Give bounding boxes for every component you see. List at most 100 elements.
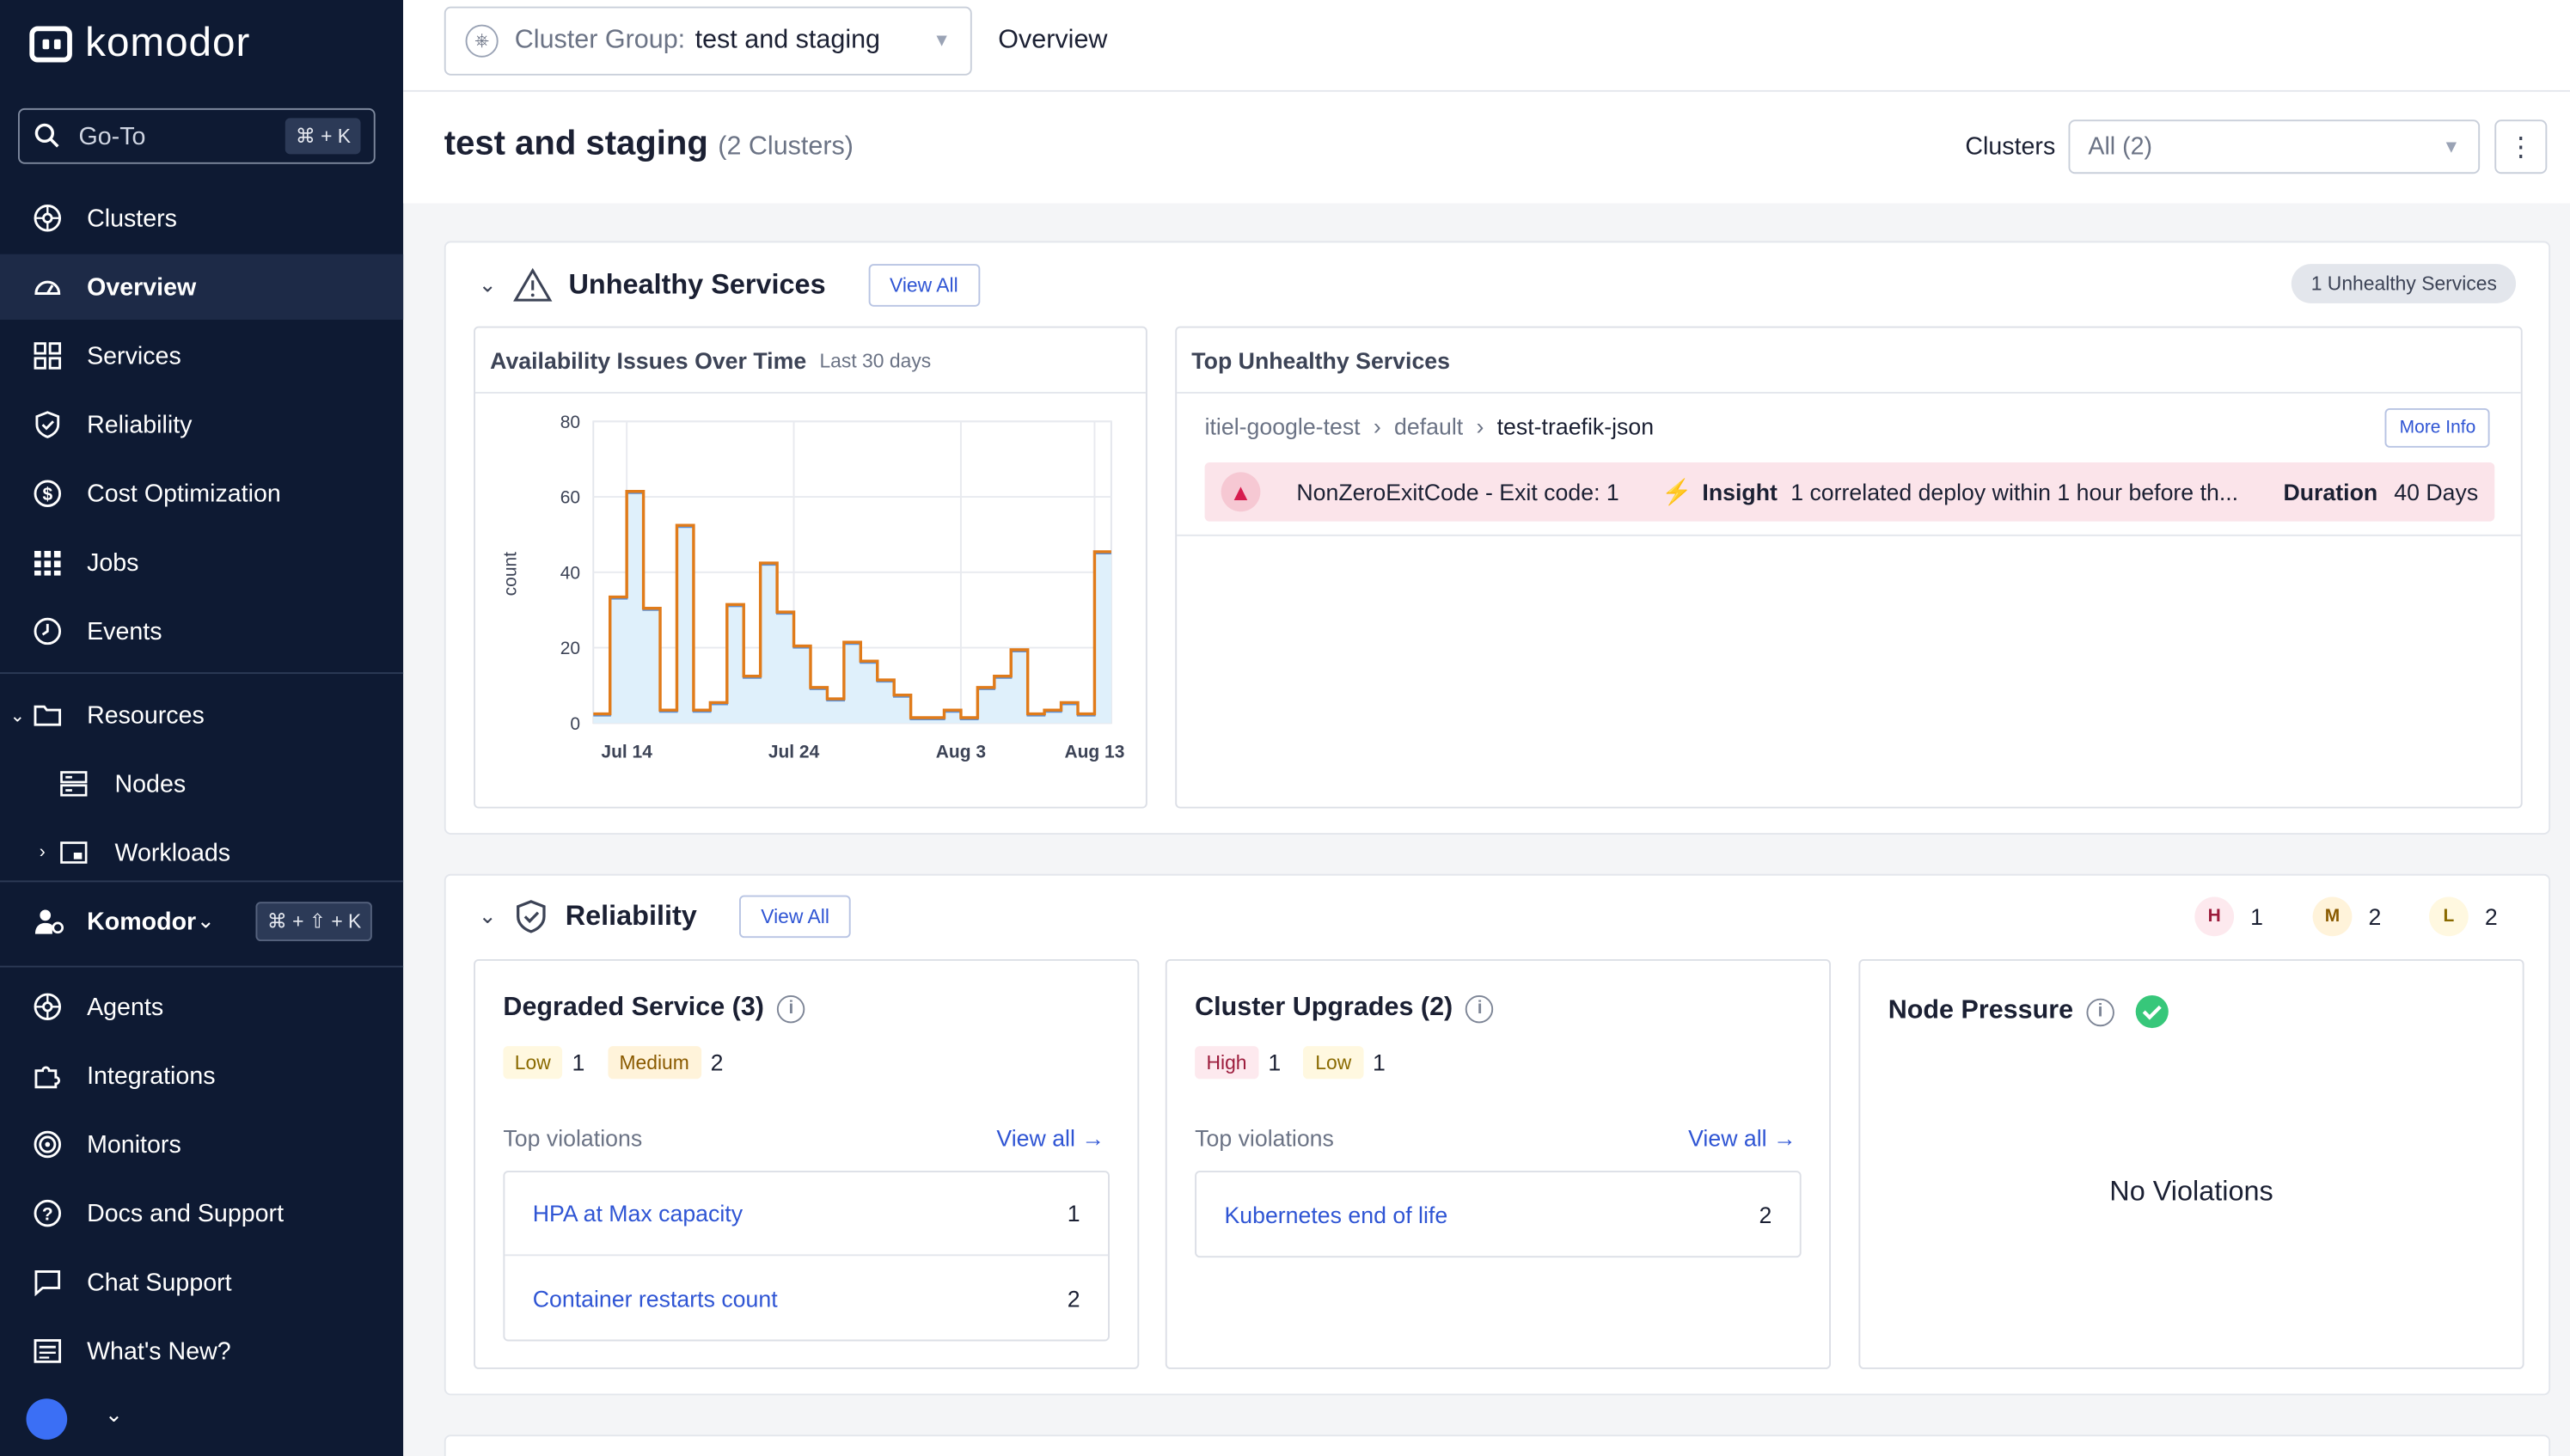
sidebar-item-label: Chat Support xyxy=(87,1268,232,1297)
sidebar-item-clusters[interactable]: Clusters xyxy=(0,186,403,251)
severity-count: 1 xyxy=(2250,903,2264,930)
violation-row[interactable]: Container restarts count 2 xyxy=(505,1256,1108,1339)
user-gear-icon xyxy=(34,906,65,937)
availability-chart: 0 20 40 60 80 Jul 14 Jul 24 Aug 3 Aug 13 count xyxy=(501,413,1125,762)
violation-count: 2 xyxy=(1759,1201,1772,1227)
view-all-link[interactable]: View all → xyxy=(1688,1124,1796,1152)
sidebar-item-label: Reliability xyxy=(87,410,193,439)
section-title: Reliability xyxy=(565,900,697,932)
violation-name: Container restarts count xyxy=(532,1284,778,1312)
clusters-select[interactable]: All (2) ▼ xyxy=(2068,119,2481,174)
card-title: Degraded Service (3) i xyxy=(503,994,805,1023)
reliability-header: ⌄ Reliability View All xyxy=(478,895,851,939)
more-options-button[interactable]: ⋮ xyxy=(2494,119,2548,174)
sidebar-item-label: Resources xyxy=(87,700,205,729)
sidebar-item-label: Services xyxy=(87,341,181,370)
helm-icon xyxy=(31,203,62,234)
check-circle-icon xyxy=(2135,994,2169,1029)
view-all-button[interactable]: View All xyxy=(868,264,980,307)
y-tick-label: 60 xyxy=(560,488,580,508)
info-icon[interactable]: i xyxy=(1466,994,1494,1023)
question-icon: ? xyxy=(31,1198,62,1229)
violations-list: Kubernetes end of life 2 xyxy=(1195,1171,1802,1258)
sidebar-item-label: Clusters xyxy=(87,204,177,232)
sidebar-item-docs-and-support[interactable]: ? Docs and Support xyxy=(0,1181,403,1246)
svg-text:?: ? xyxy=(41,1204,52,1224)
goto-search[interactable]: Go-To ⌘ + K xyxy=(17,107,376,164)
sidebar-divider xyxy=(0,672,404,675)
sidebar-item-jobs[interactable]: Jobs xyxy=(0,529,403,595)
avatar[interactable] xyxy=(26,1398,68,1440)
violation-name: Kubernetes end of life xyxy=(1224,1201,1448,1227)
info-icon[interactable]: i xyxy=(777,994,805,1023)
severity-key: H xyxy=(2194,896,2235,937)
severity-low: L 2 xyxy=(2429,896,2498,937)
top-bar: ⎈ Cluster Group: test and staging ▼ Over… xyxy=(403,0,2570,92)
chat-icon xyxy=(31,1267,62,1298)
alert-icon: ▲ xyxy=(1221,472,1261,512)
sidebar-item-services[interactable]: Services xyxy=(0,323,403,388)
account-label: Komodor xyxy=(87,907,197,936)
sidebar-item-integrations[interactable]: Integrations xyxy=(0,1043,403,1108)
path-service: test-traefik-json xyxy=(1496,413,1655,440)
komodor-logo[interactable]: komodor xyxy=(29,20,250,67)
severity-count: 2 xyxy=(2484,903,2498,930)
card-title: Cluster Upgrades (2) i xyxy=(1195,994,1494,1023)
top-unhealthy-services-panel: Top Unhealthy Services itiel-google-test… xyxy=(1175,326,2523,809)
sidebar-item-whats-new[interactable]: What's New? xyxy=(0,1318,403,1384)
chevron-down-icon[interactable]: ⌄ xyxy=(478,272,497,297)
lightning-icon: ⚡ xyxy=(1661,479,1692,507)
more-info-button[interactable]: More Info xyxy=(2384,408,2491,448)
node-pressure-card: Node Pressure i No Violations xyxy=(1858,958,2524,1369)
violation-row[interactable]: Kubernetes end of life 2 xyxy=(1196,1172,1800,1256)
card-title-text: Cluster Upgrades (2) xyxy=(1195,994,1453,1022)
view-all-button[interactable]: View All xyxy=(739,895,851,939)
chevron-down-icon[interactable]: ⌄ xyxy=(105,1402,123,1427)
cluster-count: (2 Clusters) xyxy=(718,132,854,161)
severity-key: L xyxy=(2429,896,2469,937)
sidebar-item-label: Nodes xyxy=(114,769,187,798)
sidebar-item-nodes[interactable]: Nodes xyxy=(0,751,403,817)
violation-row[interactable]: HPA at Max capacity 1 xyxy=(505,1172,1109,1257)
cluster-group-key: Cluster Group: xyxy=(514,26,686,54)
sidebar-item-events[interactable]: Events xyxy=(0,598,403,664)
sidebar-item-agents[interactable]: Agents xyxy=(0,974,403,1039)
sidebar-item-monitors[interactable]: Monitors xyxy=(0,1111,403,1177)
top-violations-label: Top violations xyxy=(503,1124,643,1152)
row-divider xyxy=(1177,534,2521,536)
dashboard-icon xyxy=(31,272,62,303)
sidebar-item-workloads[interactable]: › Workloads xyxy=(0,820,403,885)
sidebar-item-label: Events xyxy=(87,617,162,645)
path-namespace: default xyxy=(1394,413,1464,440)
info-icon[interactable]: i xyxy=(2086,997,2114,1026)
account-switcher[interactable]: Komodor ⌄ xyxy=(0,889,403,954)
card-title-text: Degraded Service (3) xyxy=(503,994,764,1022)
issue-row[interactable]: ▲ NonZeroExitCode - Exit code: 1 ⚡ Insig… xyxy=(1204,462,2495,522)
service-path[interactable]: itiel-google-test › default › test-traef… xyxy=(1205,413,1655,440)
search-icon xyxy=(34,123,59,148)
sidebar-item-overview[interactable]: Overview xyxy=(0,254,404,320)
sidebar-item-label: What's New? xyxy=(87,1337,231,1366)
sidebar-item-resources[interactable]: ⌄ Resources xyxy=(0,682,403,748)
cluster-group-value: test and staging xyxy=(695,26,881,54)
page-header: test and staging (2 Clusters) Clusters Al… xyxy=(403,91,2570,204)
sidebar-item-reliability[interactable]: Reliability xyxy=(0,392,403,457)
chevron-down-icon: ⌄ xyxy=(196,908,215,933)
sidebar-item-cost-optimization[interactable]: $ Cost Optimization xyxy=(0,461,403,526)
shield-check-icon xyxy=(31,409,62,440)
cluster-group-select[interactable]: ⎈ Cluster Group: test and staging ▼ xyxy=(444,6,972,76)
page-title-text: test and staging xyxy=(444,124,708,162)
chevron-right-icon: › xyxy=(1476,413,1484,440)
severity-badges: High 1 Low 1 xyxy=(1195,1046,1408,1080)
chevron-right-icon: › xyxy=(39,842,46,863)
view-all-link[interactable]: View all → xyxy=(996,1124,1105,1152)
helm-icon xyxy=(31,991,62,1022)
violation-count: 2 xyxy=(1067,1284,1080,1312)
y-tick-label: 80 xyxy=(560,413,580,432)
sidebar-item-label: Agents xyxy=(87,993,164,1021)
panel-header: Top Unhealthy Services xyxy=(1177,328,2521,394)
chevron-down-icon[interactable]: ⌄ xyxy=(478,903,497,928)
sidebar-item-chat-support[interactable]: Chat Support xyxy=(0,1250,403,1315)
x-tick-label: Jul 14 xyxy=(601,742,652,762)
unhealthy-services-card: ⌄ Unhealthy Services View All 1 Unhealth… xyxy=(444,241,2551,835)
